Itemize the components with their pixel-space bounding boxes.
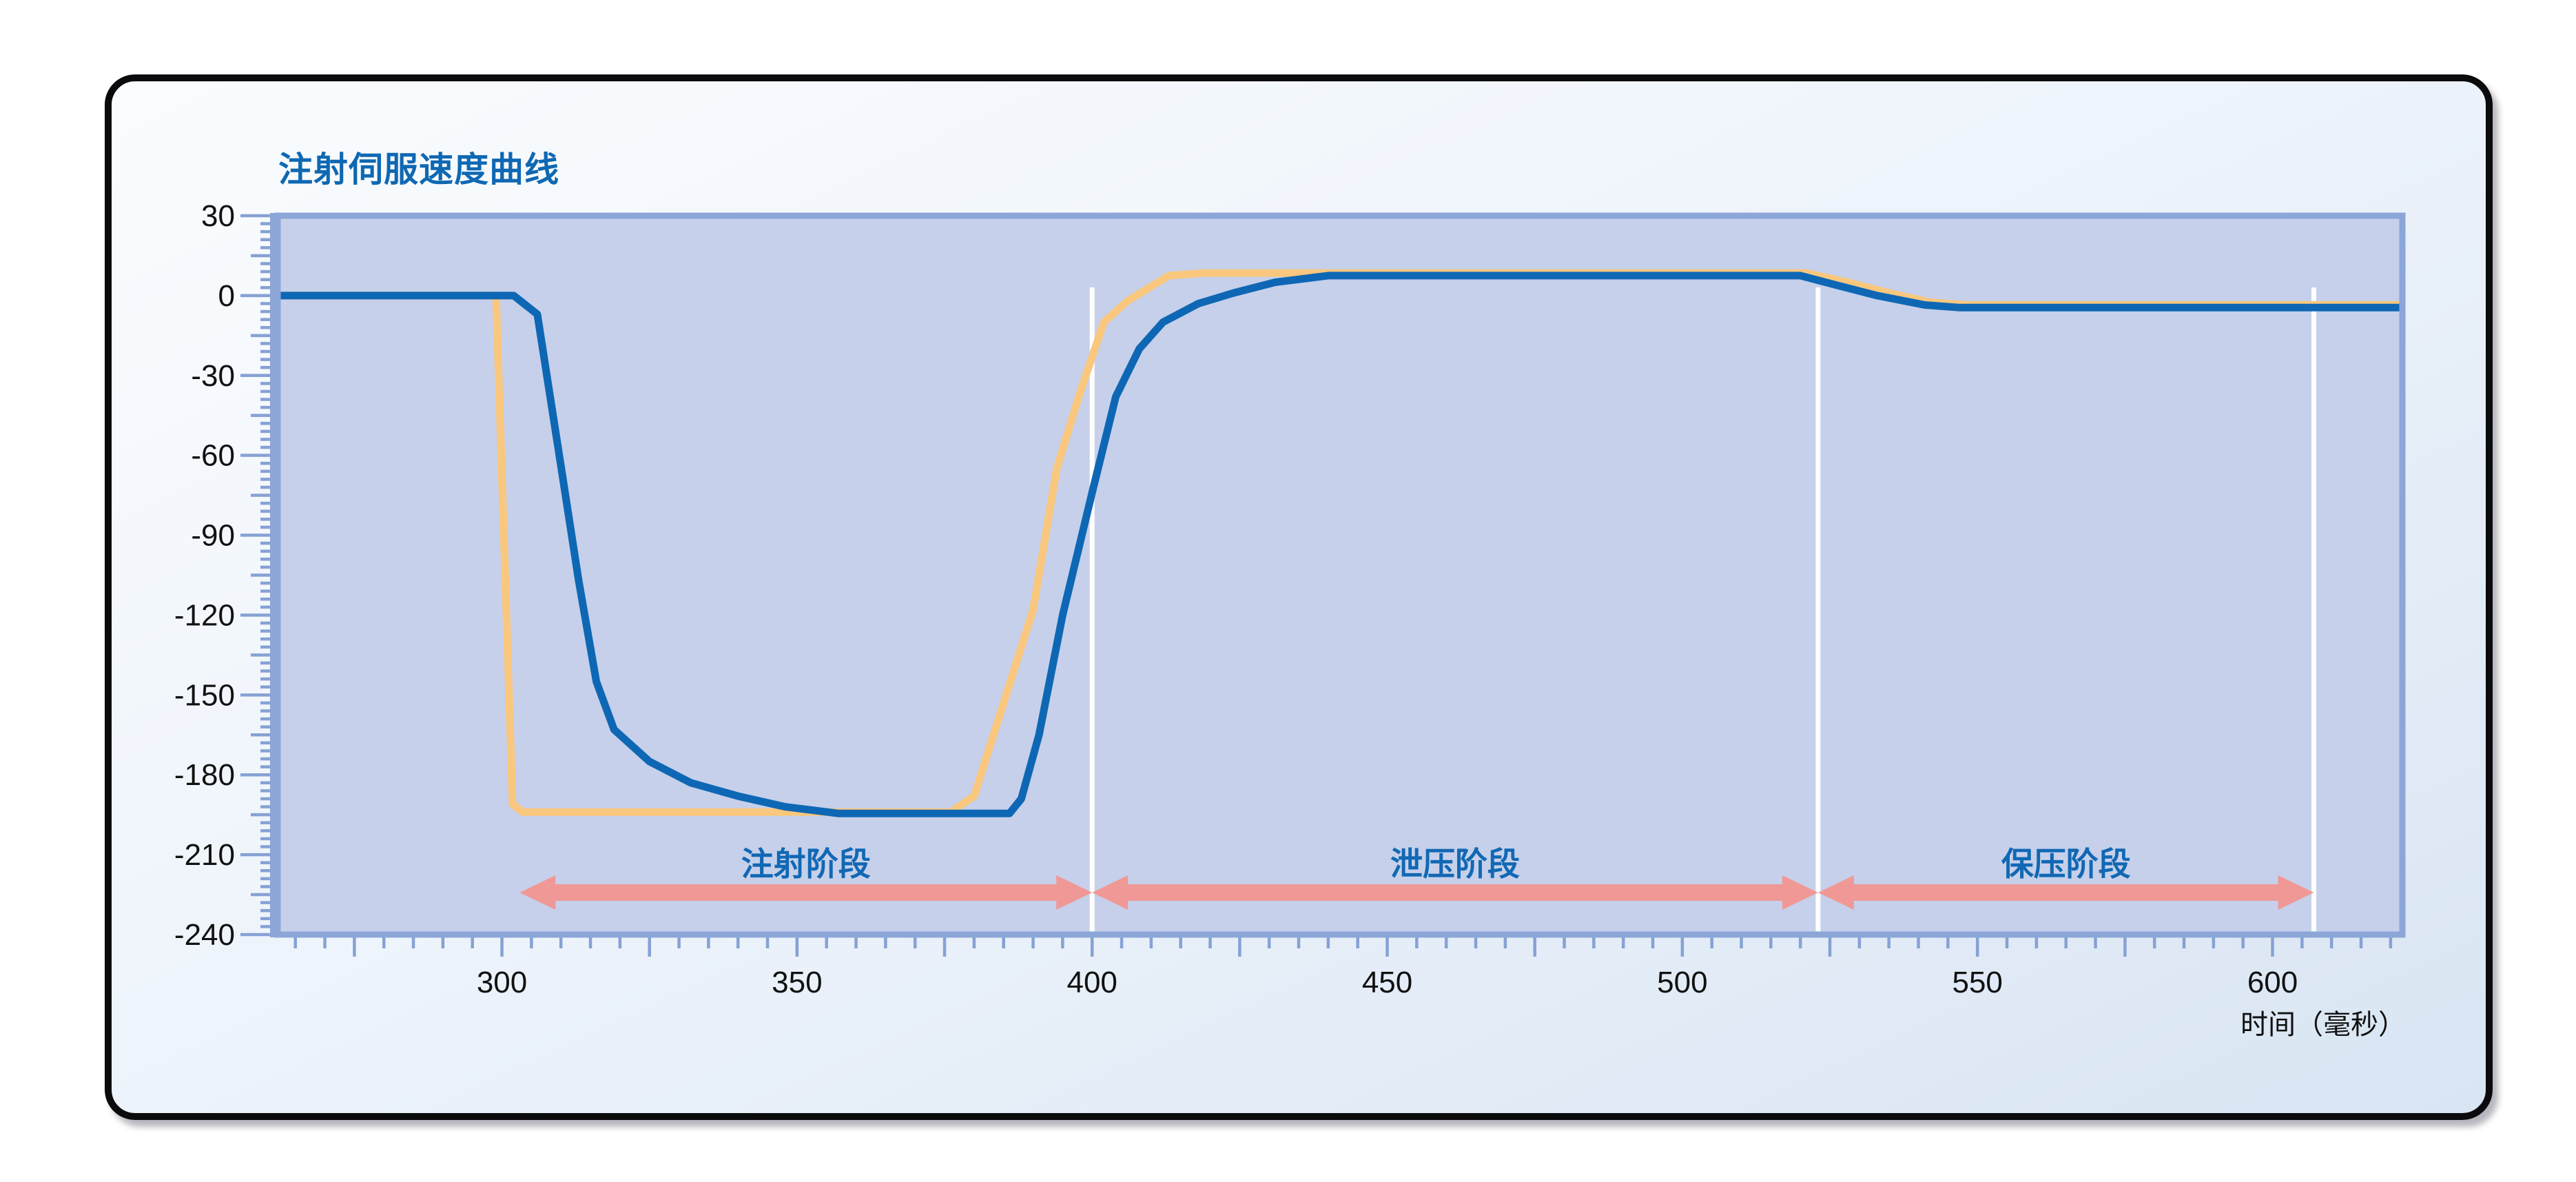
chart-title: 注射伺服速度曲线 xyxy=(278,150,559,189)
y-tick-label: 30 xyxy=(201,199,235,233)
y-tick-label: -120 xyxy=(174,598,235,632)
y-tick-label: -180 xyxy=(174,758,235,792)
plot-area xyxy=(278,216,2402,935)
x-tick-label: 550 xyxy=(1952,966,2002,999)
y-tick-label: -210 xyxy=(174,838,235,872)
y-tick-label: -60 xyxy=(191,439,235,473)
y-tick-label: -150 xyxy=(174,678,235,712)
x-tick-label: 400 xyxy=(1067,966,1117,999)
x-tick-label: 500 xyxy=(1657,966,1707,999)
y-tick-label: -90 xyxy=(191,519,235,553)
y-tick-label: -240 xyxy=(174,918,235,952)
y-tick-label: -30 xyxy=(191,359,235,393)
x-tick-label: 300 xyxy=(477,966,527,999)
x-tick-label: 600 xyxy=(2247,966,2298,999)
y-axis-spine xyxy=(270,213,280,937)
phase-label: 注射阶段 xyxy=(741,846,871,882)
phase-label: 泄压阶段 xyxy=(1390,846,1520,882)
x-axis-ticks: 300 350 400 450 500 550 600 xyxy=(293,936,2393,999)
x-tick-label: 350 xyxy=(772,966,822,999)
x-axis-title: 时间（毫秒） xyxy=(2240,1010,2406,1040)
blue-curve xyxy=(278,272,2402,817)
phase-arrow xyxy=(1092,875,1818,910)
y-axis-ticks: 30 0 -30 -60 -90 -120 -150 -180 -210 -240 xyxy=(174,199,271,952)
x-tick-label: 450 xyxy=(1362,966,1412,999)
phase-arrow xyxy=(519,875,1093,910)
phase-arrow xyxy=(1817,875,2314,910)
orange-curve xyxy=(278,269,2402,816)
y-tick-label: 0 xyxy=(218,279,235,313)
phase-label: 保压阶段 xyxy=(2001,846,2131,882)
